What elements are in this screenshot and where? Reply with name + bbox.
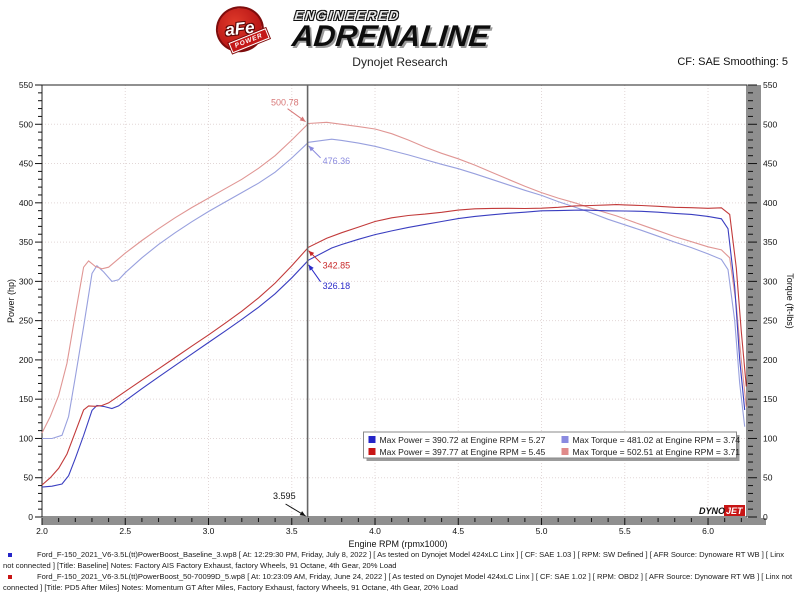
dynojet-watermark: DYNO JET	[699, 505, 745, 516]
callout-500.78: 500.78	[271, 98, 299, 108]
callout-342.85: 342.85	[323, 261, 351, 271]
run-text-baseline: Ford_F-150_2021_V6-3.5L(tt)PowerBoost_Ba…	[3, 550, 785, 570]
svg-text:250: 250	[763, 316, 777, 326]
svg-text:0: 0	[28, 512, 33, 522]
svg-text:50: 50	[24, 473, 34, 483]
svg-text:450: 450	[19, 159, 33, 169]
svg-text:4.5: 4.5	[452, 526, 464, 536]
callout-326.18: 326.18	[323, 281, 351, 291]
x-axis-title: Engine RPM (rpmx1000)	[348, 539, 447, 549]
y-axis-right-title: Torque (ft-lbs)	[785, 273, 795, 329]
svg-text:200: 200	[763, 355, 777, 365]
svg-text:4.0: 4.0	[369, 526, 381, 536]
svg-text:100: 100	[763, 433, 777, 443]
y-axis-left-title: Power (hp)	[6, 279, 16, 323]
axes-and-ticks: 0 0 50 50 100 100 150 150 200 200 250 250 300 300 350 3…	[19, 80, 778, 536]
svg-text:3.5: 3.5	[286, 526, 298, 536]
cf-smoothing-label: CF: SAE Smoothing: 5	[677, 56, 788, 68]
svg-text:450: 450	[763, 159, 777, 169]
svg-text:100: 100	[19, 433, 33, 443]
svg-text:300: 300	[763, 276, 777, 286]
svg-text:500: 500	[19, 119, 33, 129]
curve-baseline-power	[41, 209, 746, 488]
svg-text:400: 400	[19, 198, 33, 208]
max-values-legend: Max Power = 390.72 at Engine RPM = 5.27 M…	[363, 431, 741, 461]
curve-pd5-after-miles-power	[41, 204, 747, 486]
run-entry-pd5: Ford_F-150_2021_V6-3.5L(tt)PowerBoost_50…	[0, 572, 798, 593]
svg-text:200: 200	[19, 355, 33, 365]
svg-text:50: 50	[763, 473, 773, 483]
svg-text:550: 550	[763, 80, 777, 90]
run-bullet-blue	[8, 553, 12, 557]
svg-text:250: 250	[19, 316, 33, 326]
dynojet-research-title: Dynojet Research	[352, 55, 448, 69]
svg-text:550: 550	[19, 80, 33, 90]
svg-text:2.0: 2.0	[36, 526, 48, 536]
svg-text:6.0: 6.0	[702, 526, 714, 536]
svg-text:350: 350	[19, 237, 33, 247]
cursor-value-callouts: 500.78 476.36 342.85 326.18 3.595	[271, 98, 351, 517]
callout-476.36: 476.36	[323, 156, 351, 166]
legend-entry-2: Max Torque = 481.02 at Engine RPM = 3.74	[573, 435, 741, 445]
watermark-dyno: DYNO	[699, 506, 725, 516]
svg-text:3.0: 3.0	[203, 526, 215, 536]
svg-text:500: 500	[763, 119, 777, 129]
curve-baseline-torque	[42, 138, 746, 440]
legend-entry-0: Max Power = 390.72 at Engine RPM = 5.27	[380, 435, 546, 445]
run-descriptions: Ford_F-150_2021_V6-3.5L(tt)PowerBoost_Ba…	[0, 550, 798, 594]
curve-pd5-after-miles-torque	[41, 121, 747, 434]
run-bullet-red	[8, 575, 12, 579]
callout-3.595: 3.595	[273, 491, 296, 501]
svg-text:150: 150	[763, 394, 777, 404]
run-text-pd5: Ford_F-150_2021_V6-3.5L(tt)PowerBoost_50…	[3, 572, 793, 592]
svg-text:400: 400	[763, 198, 777, 208]
svg-text:2.5: 2.5	[119, 526, 131, 536]
watermark-jet: JET	[726, 506, 744, 516]
svg-text:5.0: 5.0	[536, 526, 548, 536]
run-entry-baseline: Ford_F-150_2021_V6-3.5L(tt)PowerBoost_Ba…	[0, 550, 798, 571]
legend-entry-1: Max Power = 397.77 at Engine RPM = 5.45	[380, 447, 546, 457]
svg-text:350: 350	[763, 237, 777, 247]
dyno-chart[interactable]: 0 0 50 50 100 100 150 150 200 200 250 250 300 300 350 3…	[0, 0, 800, 550]
legend-entry-3: Max Torque = 502.51 at Engine RPM = 3.71	[573, 447, 741, 457]
svg-text:300: 300	[19, 276, 33, 286]
svg-text:150: 150	[19, 394, 33, 404]
svg-text:5.5: 5.5	[619, 526, 631, 536]
dyno-curves	[41, 121, 747, 488]
svg-text:0: 0	[763, 512, 768, 522]
